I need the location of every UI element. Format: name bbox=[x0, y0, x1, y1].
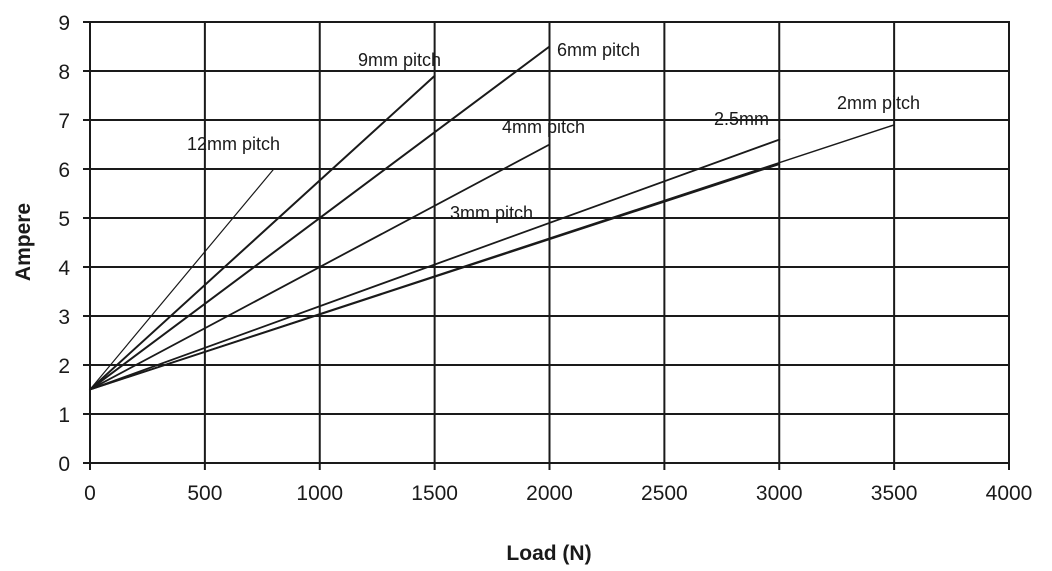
x-tick-label: 3500 bbox=[871, 482, 918, 505]
series-line-12mm-pitch bbox=[89, 168, 275, 391]
series-label-4mm-pitch: 4mm pitch bbox=[502, 117, 585, 137]
series-line-2mm-pitch bbox=[89, 124, 895, 391]
series-label-12mm-pitch: 12mm pitch bbox=[187, 134, 280, 154]
series-label-6mm-pitch: 6mm pitch bbox=[557, 40, 640, 60]
x-axis-title: Load (N) bbox=[506, 542, 591, 565]
y-tick-label: 5 bbox=[58, 208, 70, 231]
series-label-2-5mm: 2.5mm bbox=[714, 109, 769, 129]
series-line-3mm-pitch bbox=[89, 138, 781, 391]
y-axis-title: Ampere bbox=[12, 203, 35, 281]
series-line-6mm-pitch bbox=[89, 45, 551, 391]
x-tick-label: 0 bbox=[84, 482, 96, 505]
y-tick-label: 6 bbox=[58, 159, 70, 182]
series-line-9mm-pitch bbox=[89, 74, 436, 391]
series-label-3mm-pitch: 3mm pitch bbox=[450, 203, 533, 223]
y-tick-label: 8 bbox=[58, 61, 70, 84]
series-label-2mm-pitch: 2mm pitch bbox=[837, 93, 920, 113]
y-tick-label: 2 bbox=[58, 355, 70, 378]
y-tick-label: 4 bbox=[58, 257, 70, 280]
grid-lines bbox=[83, 21, 1010, 470]
x-tick-label: 3000 bbox=[756, 482, 803, 505]
x-tick-label: 2000 bbox=[526, 482, 573, 505]
y-tick-label: 9 bbox=[58, 12, 70, 35]
y-tick-label: 3 bbox=[58, 306, 70, 329]
y-tick-label: 7 bbox=[58, 110, 70, 133]
series-lines bbox=[89, 45, 895, 391]
y-tick-label: 0 bbox=[58, 453, 70, 476]
y-axis-ticks: 0 1 2 3 4 5 6 7 8 9 bbox=[58, 12, 70, 476]
series-label-9mm-pitch: 9mm pitch bbox=[358, 50, 441, 70]
series-line-4mm-pitch bbox=[89, 143, 551, 391]
x-tick-label: 1000 bbox=[296, 482, 343, 505]
x-tick-label: 2500 bbox=[641, 482, 688, 505]
x-tick-label: 500 bbox=[187, 482, 222, 505]
x-tick-label: 1500 bbox=[411, 482, 458, 505]
series-labels: 12mm pitch 9mm pitch 6mm pitch 4mm pitch 3mm… bbox=[187, 40, 920, 223]
y-tick-label: 1 bbox=[58, 404, 70, 427]
x-axis-ticks: 0 500 1000 1500 2000 2500 3000 3500 4000 bbox=[84, 482, 1032, 505]
x-tick-label: 4000 bbox=[986, 482, 1033, 505]
